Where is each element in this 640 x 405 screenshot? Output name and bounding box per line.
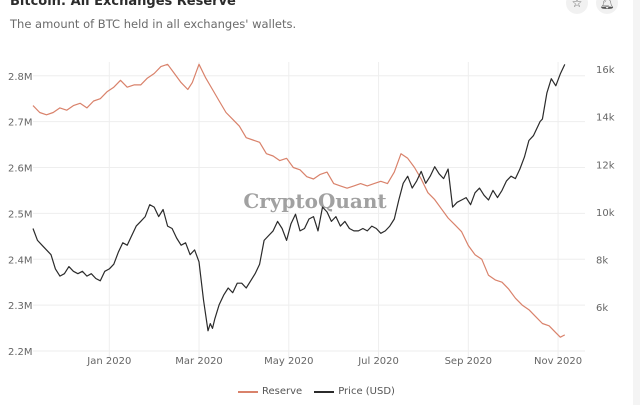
y-right-tick-label: 10k bbox=[596, 208, 615, 219]
bell-icon[interactable]: 🔔︎ bbox=[596, 0, 618, 14]
y-right-tick-label: 12k bbox=[596, 160, 615, 171]
star-icon[interactable]: ☆ bbox=[566, 0, 588, 14]
x-tick-label: Jan 2020 bbox=[86, 356, 131, 367]
x-tick-label: May 2020 bbox=[264, 356, 313, 367]
watermark: CryptoQuant bbox=[243, 189, 387, 213]
y-left-tick-label: 2.3M bbox=[8, 301, 33, 312]
legend-swatch-price bbox=[314, 390, 335, 393]
y-right-tick-label: 16k bbox=[596, 65, 615, 76]
chart-title: Bitcoin: All Exchanges Reserve bbox=[10, 0, 236, 9]
legend-label-reserve[interactable]: Reserve bbox=[262, 386, 303, 397]
y-right-tick-label: 8k bbox=[596, 255, 608, 266]
y-left-tick-label: 2.7M bbox=[8, 118, 33, 129]
chart-area: CryptoQuant 2.2M 2.3M 2.4M 2.5M 2.6M 2.7M 2.8M… bbox=[8, 62, 615, 367]
y-left-tick-label: 2.2M bbox=[8, 347, 33, 358]
x-tick-label: Mar 2020 bbox=[175, 356, 223, 367]
legend-swatch-reserve bbox=[238, 390, 258, 393]
y-left-tick-label: 2.5M bbox=[8, 209, 33, 220]
chart-subtitle: The amount of BTC held in all exchanges'… bbox=[10, 17, 297, 31]
y-left-tick-label: 2.6M bbox=[8, 164, 33, 175]
x-tick-label: Jul 2020 bbox=[357, 356, 399, 367]
y-right-tick-label: 14k bbox=[596, 113, 615, 124]
y-left-tick-label: 2.4M bbox=[8, 255, 33, 266]
scrollbar[interactable] bbox=[633, 0, 640, 405]
series-line-price bbox=[32, 64, 566, 332]
legend: Reserve Price (USD) bbox=[238, 386, 395, 397]
legend-label-price[interactable]: Price (USD) bbox=[338, 386, 395, 397]
y-right-tick-label: 6k bbox=[596, 303, 608, 314]
y-left-tick-label: 2.8M bbox=[8, 72, 33, 83]
x-tick-label: Nov 2020 bbox=[534, 356, 582, 367]
series-line-reserve bbox=[32, 63, 566, 338]
x-tick-label: Sep 2020 bbox=[445, 356, 492, 367]
